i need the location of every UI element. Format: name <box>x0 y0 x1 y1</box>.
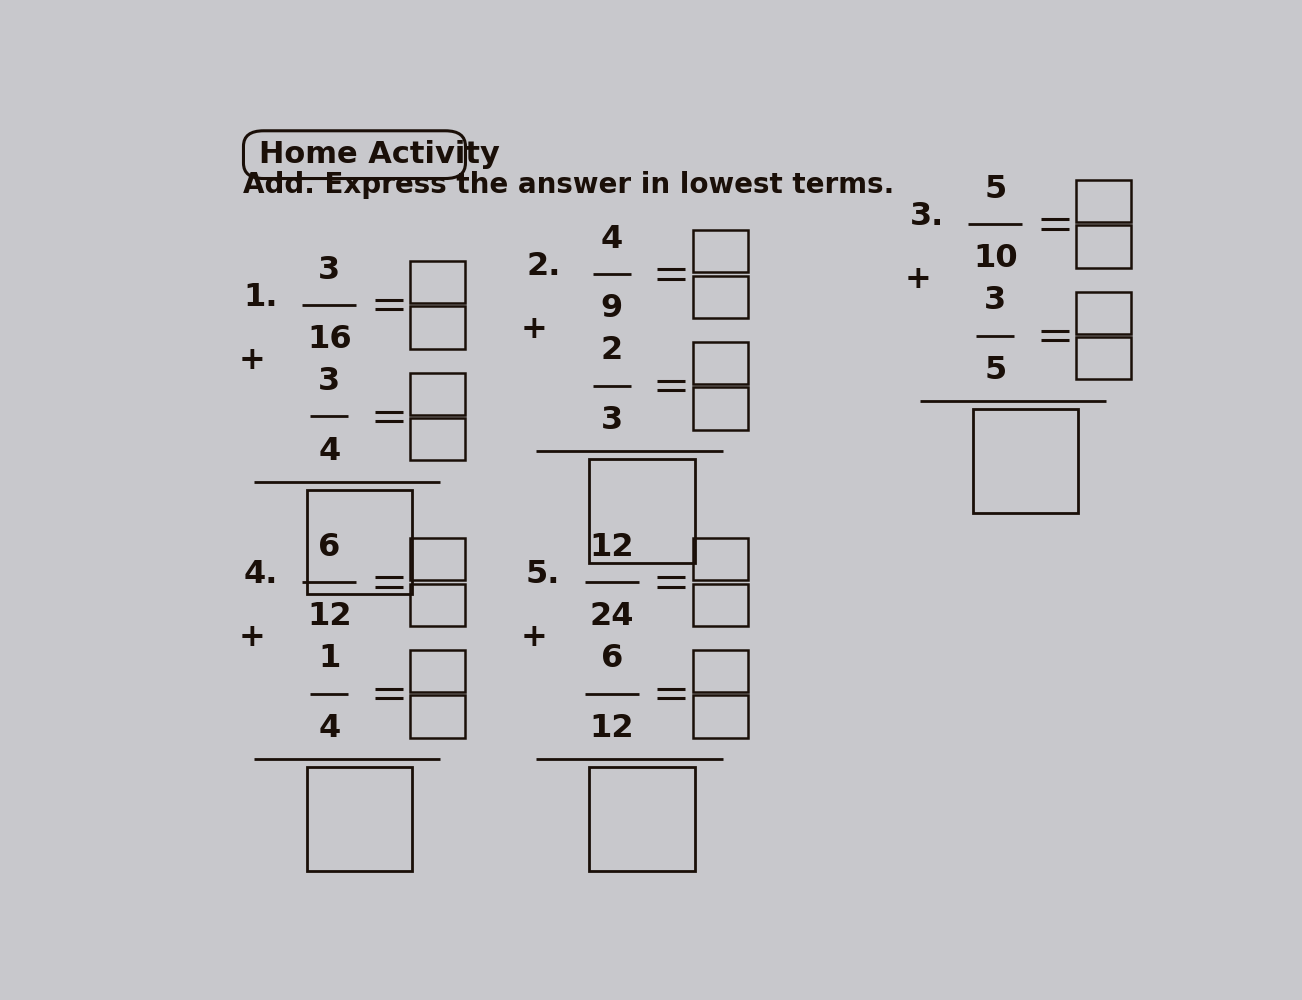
Bar <box>973 409 1078 513</box>
Bar <box>410 418 466 460</box>
Bar <box>693 387 747 430</box>
Bar <box>410 650 466 692</box>
Text: +: + <box>238 345 266 376</box>
Text: 5: 5 <box>984 355 1006 386</box>
Text: Add. Express the answer in lowest terms.: Add. Express the answer in lowest terms. <box>243 171 894 199</box>
Bar <box>410 584 466 626</box>
Text: 1: 1 <box>318 643 340 674</box>
Text: 6: 6 <box>318 532 340 563</box>
Bar <box>410 538 466 580</box>
Bar <box>589 767 695 871</box>
Bar <box>589 459 695 563</box>
Bar <box>693 650 747 692</box>
Text: +: + <box>521 622 548 653</box>
Text: 24: 24 <box>590 601 634 632</box>
Bar <box>693 584 747 626</box>
Text: 2.: 2. <box>526 251 560 282</box>
Text: 3: 3 <box>984 285 1006 316</box>
Bar <box>1075 337 1131 379</box>
Text: +: + <box>238 622 266 653</box>
Bar <box>693 342 747 384</box>
Text: 3: 3 <box>318 366 340 397</box>
Text: 16: 16 <box>307 324 352 355</box>
Text: 12: 12 <box>307 601 352 632</box>
Text: 12: 12 <box>590 713 634 744</box>
Text: 5: 5 <box>984 174 1006 205</box>
Text: 6: 6 <box>600 643 622 674</box>
Text: 3: 3 <box>600 405 622 436</box>
Bar <box>1075 180 1131 222</box>
Bar <box>1075 225 1131 268</box>
Bar <box>693 538 747 580</box>
Text: 9: 9 <box>600 293 622 324</box>
Text: 4: 4 <box>600 224 622 255</box>
Text: 4: 4 <box>318 713 340 744</box>
Text: 1.: 1. <box>243 282 277 313</box>
Text: 3.: 3. <box>909 201 944 232</box>
Text: 4: 4 <box>318 436 340 467</box>
Bar <box>306 767 413 871</box>
Text: 4.: 4. <box>243 559 277 590</box>
Text: Home Activity: Home Activity <box>259 140 500 169</box>
Bar <box>1075 292 1131 334</box>
Bar <box>693 276 747 318</box>
Bar <box>410 261 466 303</box>
Text: 5.: 5. <box>526 559 560 590</box>
Text: 12: 12 <box>590 532 634 563</box>
Text: +: + <box>521 314 548 345</box>
Text: 2: 2 <box>600 335 622 366</box>
Text: +: + <box>905 264 931 295</box>
Bar <box>306 490 413 594</box>
Bar <box>410 373 466 415</box>
Bar <box>693 695 747 738</box>
Bar <box>410 695 466 738</box>
Bar <box>693 230 747 272</box>
Text: 3: 3 <box>318 255 340 286</box>
Text: 10: 10 <box>973 243 1018 274</box>
Bar <box>410 306 466 349</box>
